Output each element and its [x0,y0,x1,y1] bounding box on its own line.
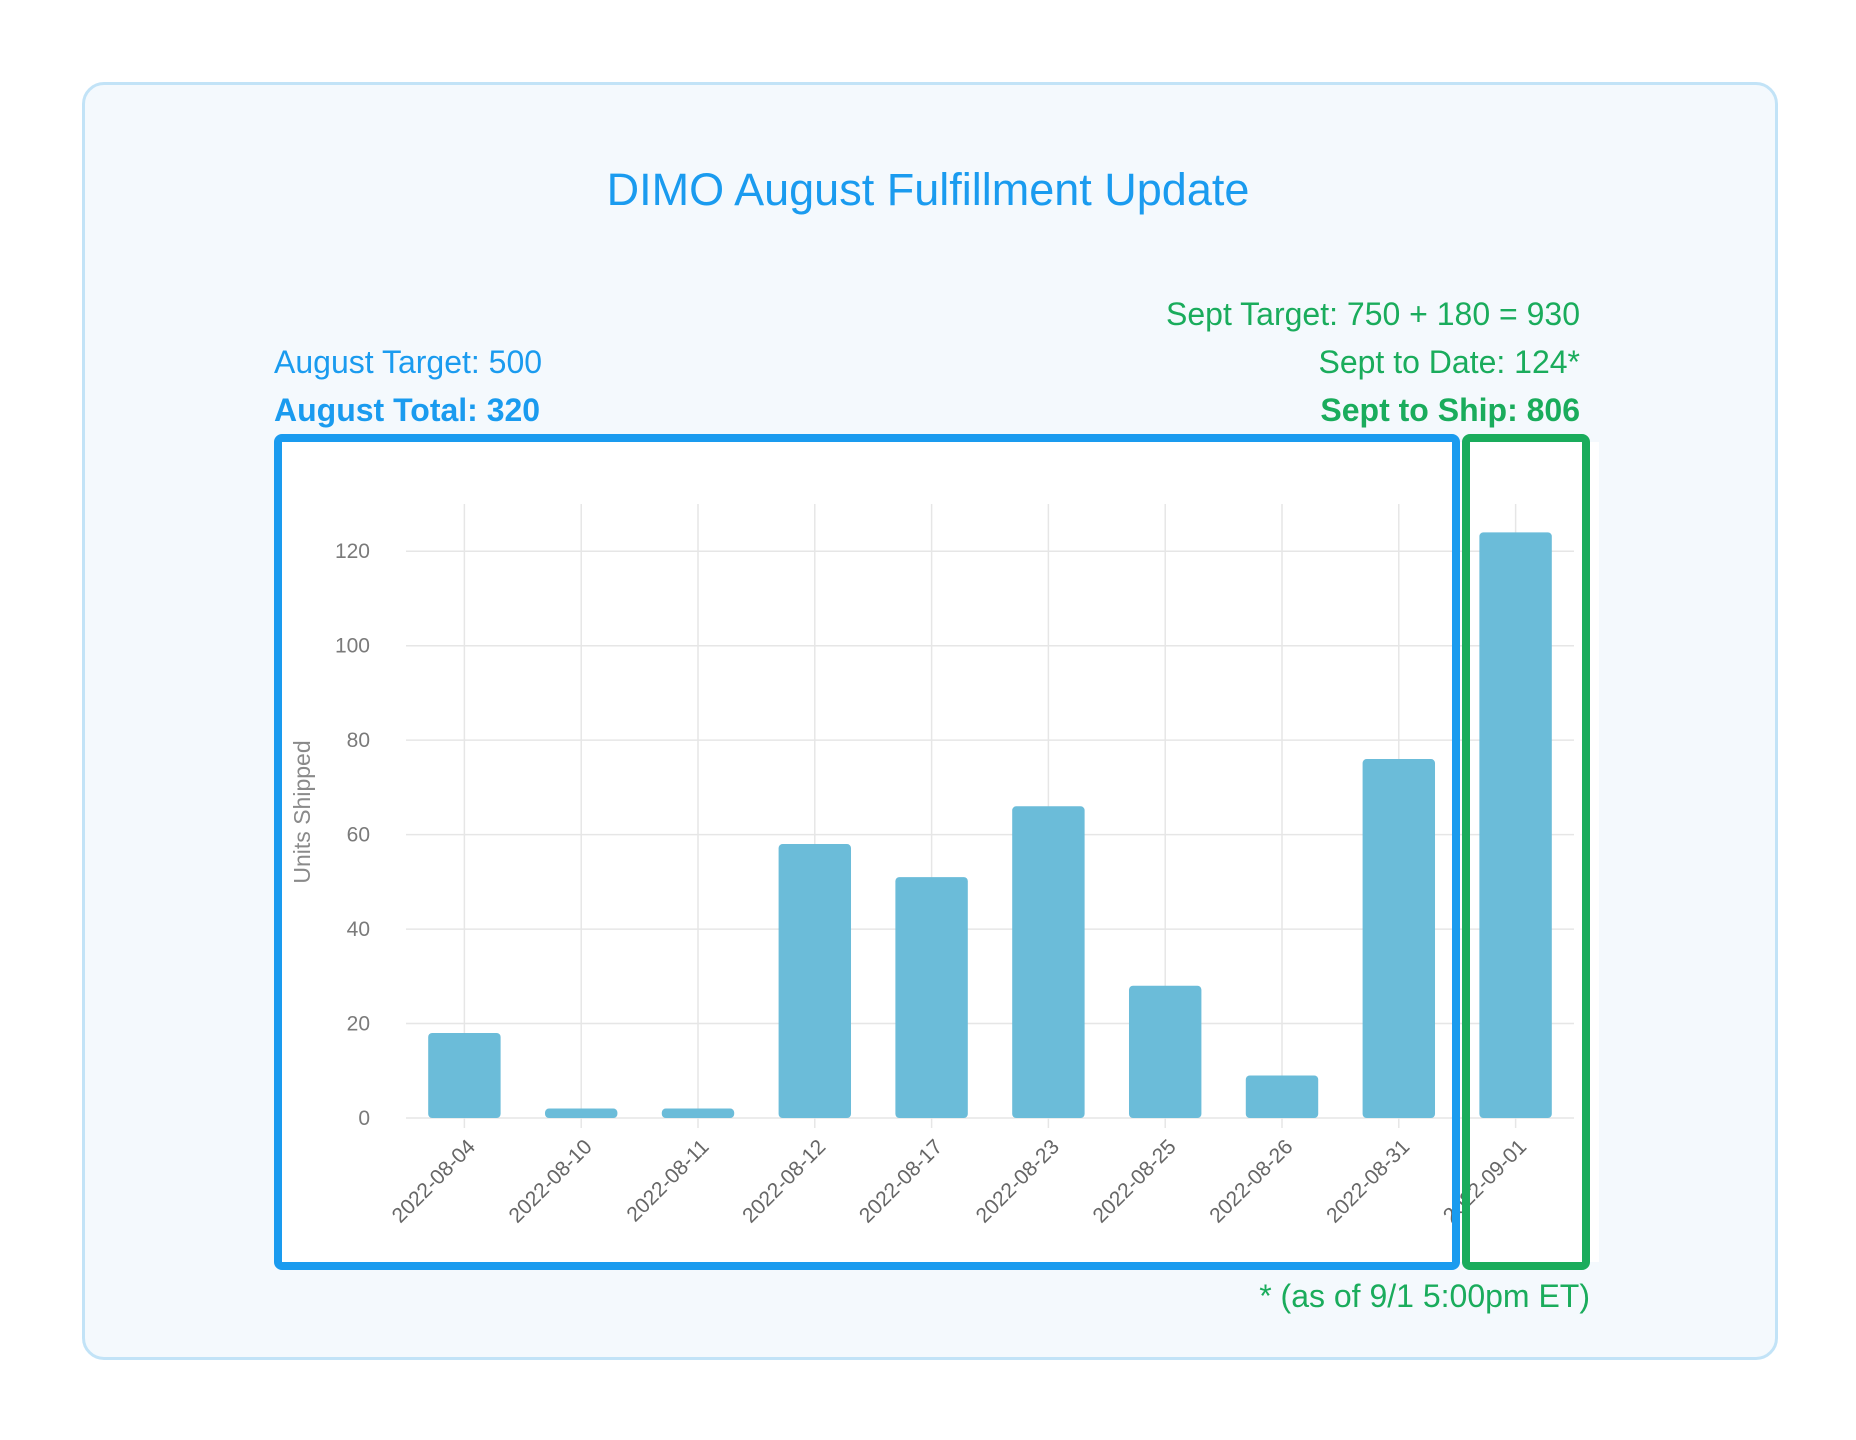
bar-2022-08-25 [1128,985,1202,1118]
bar-2022-08-26 [1245,1075,1319,1118]
bar-2022-08-04 [428,1032,501,1118]
bar-2022-08-31 [1362,759,1436,1118]
sept-to-ship-label: Sept to Ship: 806 [1320,392,1580,428]
bar-2022-08-11 [661,1108,735,1118]
y-tick-label: 120 [335,540,370,563]
bar-2022-09-01 [1479,532,1552,1118]
y-tick-label: 20 [347,1013,370,1036]
bar-2022-08-23 [1012,806,1085,1118]
y-tick-label: 80 [347,729,370,752]
footnote: * (as of 9/1 5:00pm ET) [1259,1278,1590,1314]
september-highlight-frame [1462,434,1590,1270]
y-tick-label: 100 [335,635,370,658]
sept-target-label: Sept Target: 750 + 180 = 930 [1166,296,1580,332]
august-highlight-frame [274,434,1460,1270]
y-axis-label: Units Shipped [289,740,315,883]
y-tick-label: 0 [358,1107,370,1130]
y-tick-label: 60 [347,824,370,847]
bar-2022-08-12 [778,844,852,1118]
august-total-label: August Total: 320 [274,392,541,428]
bar-2022-08-17 [895,877,968,1118]
chart-title: DIMO August Fulfillment Update [606,164,1250,215]
august-target-label: August Target: 500 [274,344,543,380]
y-tick-label: 40 [347,918,370,941]
sept-to-date-label: Sept to Date: 124* [1318,344,1580,380]
bar-2022-08-10 [544,1108,618,1118]
